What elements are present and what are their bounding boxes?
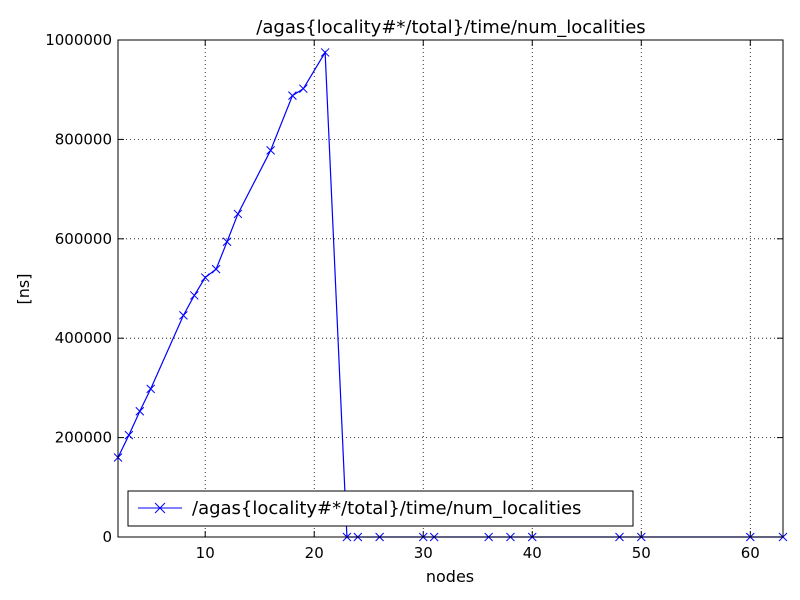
grid-lines — [118, 39, 783, 538]
data-point-marker — [135, 406, 145, 416]
y-tick-label: 600000 — [55, 230, 112, 248]
y-tick-label: 400000 — [55, 329, 112, 347]
data-point-marker — [288, 91, 297, 101]
y-axis-label: [ns] — [14, 274, 33, 305]
x-tick-label: 50 — [632, 544, 651, 562]
x-tick-label: 30 — [414, 544, 433, 562]
legend-series-label: /agas{locality#*/total}/time/num_localit… — [192, 498, 581, 519]
data-point-marker — [179, 310, 188, 320]
series-layer — [113, 48, 788, 542]
x-tick-label: 40 — [523, 544, 542, 562]
plot-frame — [117, 39, 784, 538]
y-tick-label: 0 — [102, 528, 112, 546]
x-tick-label: 20 — [305, 544, 324, 562]
axis-ticks: 10 20 30 40 50 60 0 200000 400000 600000 800000 100… — [45, 31, 783, 562]
chart-title: /agas{locality#*/total}/time/num_localit… — [256, 17, 645, 38]
data-point-marker — [298, 84, 308, 94]
data-point-marker — [222, 237, 232, 247]
data-point-marker — [266, 145, 275, 155]
data-point-marker — [211, 264, 221, 274]
y-tick-label: 800000 — [55, 130, 112, 148]
y-tick-label: 1000000 — [45, 31, 112, 49]
data-point-marker — [233, 209, 243, 219]
x-tick-label: 60 — [741, 544, 760, 562]
data-point-marker — [124, 430, 134, 440]
x-axis-label: nodes — [426, 567, 474, 586]
data-point-marker — [200, 273, 210, 282]
legend: /agas{locality#*/total}/time/num_localit… — [127, 490, 634, 527]
x-tick-label: 10 — [196, 544, 215, 562]
data-point-marker — [320, 48, 330, 57]
legend-box — [127, 490, 634, 527]
legend-series-marker — [154, 502, 166, 514]
series-line — [117, 50, 783, 538]
data-point-marker — [146, 384, 156, 394]
data-point-marker — [189, 291, 199, 300]
y-tick-label: 200000 — [55, 429, 112, 447]
